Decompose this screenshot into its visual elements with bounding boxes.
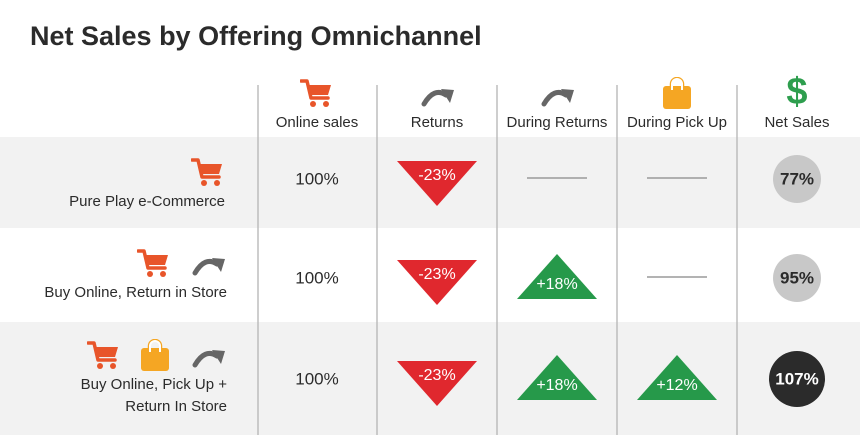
column-separators [257,85,738,435]
net-circle [773,155,821,203]
down-triangle [397,260,477,305]
cart-icon [300,79,332,108]
triangle-value: +18% [536,377,577,394]
title: Net Sales by Offering Omnichannel [30,21,482,51]
cell-value: 100% [295,369,338,388]
cells: 100% -23% 77% 100% -23% +18% 95% 100% -23% +18% +1… [295,155,825,407]
return-icon [195,258,225,273]
cell-value: 100% [295,169,338,188]
up-triangle [517,254,597,299]
cell-value: 100% [295,268,338,287]
column-header: Net Sales [764,114,829,131]
return-icon [424,89,454,104]
row-label: Buy Online, Return in Store [44,284,227,301]
triangle-value: -23% [418,167,455,184]
triangle-value: -23% [418,266,455,283]
down-triangle [397,161,477,206]
net-value: 107% [775,369,818,388]
triangle-value: -23% [418,367,455,384]
bag-icon [662,77,692,109]
up-triangle [637,355,717,400]
net-value: 77% [780,169,814,188]
up-triangle [517,355,597,400]
net-circle [773,254,821,302]
dollar-icon: $ [786,71,807,113]
row-label: Buy Online, Pick Up + [81,376,228,393]
row-label: Pure Play e-Commerce [69,193,225,210]
triangle-value: +18% [536,276,577,293]
net-value: 95% [780,268,814,287]
column-header: Online sales [276,114,359,131]
down-triangle [397,361,477,406]
row-label: Return In Store [125,398,227,415]
net-circle [769,351,825,407]
column-header: During Pick Up [627,114,727,131]
cart-icon [137,249,169,278]
column-header: During Returns [507,114,608,131]
return-icon [544,89,574,104]
column-header: Returns [411,114,464,131]
triangle-value: +12% [656,377,697,394]
